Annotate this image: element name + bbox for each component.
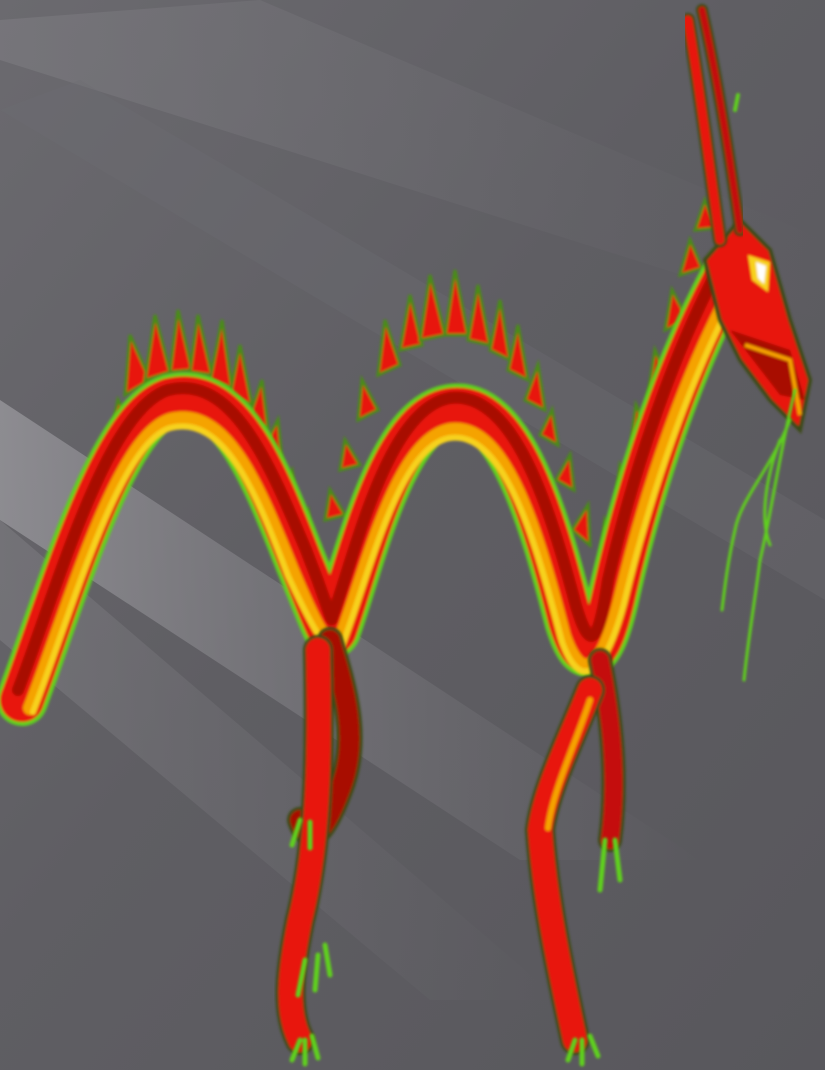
dragon-whiskers <box>720 388 797 682</box>
dragon-legs <box>275 627 626 1055</box>
light-streak <box>0 0 825 320</box>
dragon-horns <box>681 4 746 247</box>
dragon-claws <box>289 817 623 1067</box>
light-streak <box>0 520 560 1000</box>
dragon-body <box>0 244 756 726</box>
dragon-head <box>702 217 813 435</box>
